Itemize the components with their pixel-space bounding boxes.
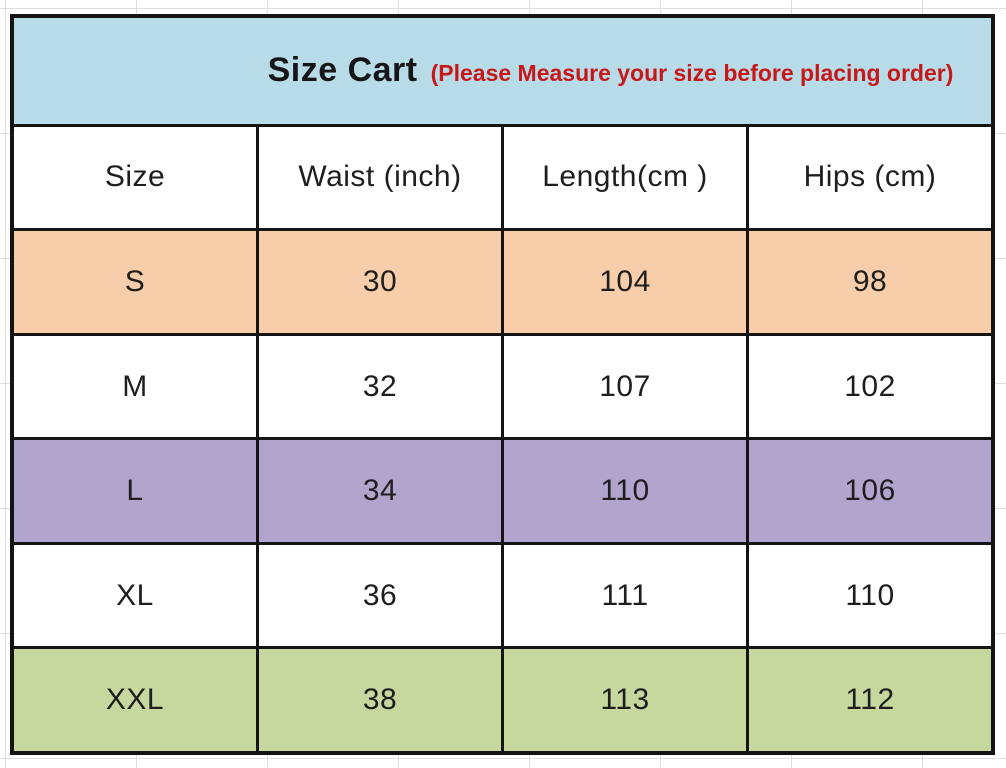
column-header-waist: Waist (inch)	[259, 126, 504, 229]
table-row-l: L 34 110 106	[14, 440, 991, 545]
hips-cell: 110	[845, 578, 895, 612]
column-header-size: Size	[14, 126, 259, 229]
length-cell: 113	[504, 649, 749, 751]
length-cell: 110	[504, 440, 749, 542]
table-title-note: (Please Measure your size before placing…	[430, 60, 954, 87]
hips-cell: 98	[852, 264, 888, 298]
size-cell: L	[14, 440, 259, 542]
table-row-m: M 32 107 102	[14, 335, 991, 441]
table-row-xxl: XXL 38 113 112	[14, 649, 991, 751]
length-cell: 104	[504, 231, 749, 333]
hips-cell: 106	[844, 474, 896, 508]
waist-cell: 34	[259, 440, 504, 542]
column-header-length: Length(cm )	[504, 126, 749, 229]
column-header-row: Size Waist (inch) Length(cm ) Hips (cm)	[14, 126, 991, 232]
column-header-hips: Hips (cm)	[803, 160, 937, 194]
waist-cell: 38	[259, 649, 504, 751]
size-cell: XXL	[14, 649, 259, 751]
hips-cell: 102	[844, 369, 896, 403]
length-cell: 111	[504, 544, 749, 647]
table-title-group: Size Cart (Please Measure your size befo…	[268, 51, 954, 90]
table-title: Size Cart	[267, 51, 418, 90]
hips-cell: 112	[845, 683, 895, 717]
size-chart-table: Size Cart (Please Measure your size befo…	[10, 14, 995, 755]
length-cell: 107	[504, 335, 749, 438]
size-cell: S	[14, 231, 259, 333]
waist-cell: 36	[259, 544, 504, 647]
table-title-row: Size Cart (Please Measure your size befo…	[14, 18, 991, 127]
table-row-xl: XL 36 111 110	[14, 544, 991, 650]
table-row-s: S 30 104 98	[14, 231, 991, 336]
size-cell: M	[14, 335, 259, 438]
size-cell: XL	[14, 544, 259, 647]
waist-cell: 30	[259, 231, 504, 333]
waist-cell: 32	[259, 335, 504, 438]
